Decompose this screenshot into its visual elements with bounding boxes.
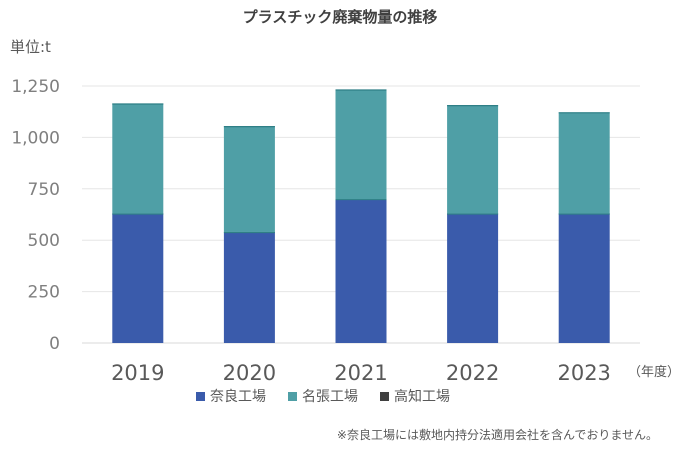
legend-label-2: 高知工場	[394, 388, 450, 405]
bar-2023-series-1	[558, 112, 610, 214]
y-tick-label-500: 500	[28, 231, 60, 251]
bar-2022-series-1	[447, 105, 499, 214]
x-tick-label-2020: 2020	[223, 361, 276, 385]
bar-2020-series-0	[223, 231, 275, 343]
y-tick-label-750: 750	[28, 180, 60, 200]
bar-2021-series-0	[335, 199, 387, 343]
legend-label-0: 奈良工場	[210, 389, 266, 405]
x-tick-label-2021: 2021	[334, 361, 387, 385]
bar-2020-series-1	[223, 126, 275, 232]
x-tick-label-2022: 2022	[446, 361, 499, 385]
legend-label-1: 名張工場	[302, 389, 358, 405]
y-tick-label-1000: 1,000	[11, 128, 60, 148]
unit-label: 単位:t	[10, 38, 51, 56]
bar-2019-series-0	[112, 213, 164, 343]
legend-swatch-2	[380, 392, 389, 401]
y-tick-label-0: 0	[49, 334, 60, 354]
y-tick-label-1250: 1,250	[11, 77, 60, 97]
chart-title: プラスチック廃棄物量の推移	[242, 8, 438, 26]
x-tick-label-2023: 2023	[557, 361, 610, 385]
legend-swatch-0	[196, 392, 205, 401]
y-tick-label-250: 250	[28, 283, 60, 303]
bar-2019-series-1	[112, 103, 164, 214]
x-axis-unit: （年度）	[628, 364, 680, 380]
bar-2021-series-1	[335, 89, 387, 200]
bar-2022-series-0	[447, 213, 499, 343]
legend-swatch-1	[288, 392, 297, 401]
x-tick-label-2019: 2019	[111, 361, 164, 385]
bar-2023-series-0	[558, 213, 610, 343]
footnote: ※奈良工場には敷地内持分法適用会社を含んでおりません。	[336, 428, 658, 442]
